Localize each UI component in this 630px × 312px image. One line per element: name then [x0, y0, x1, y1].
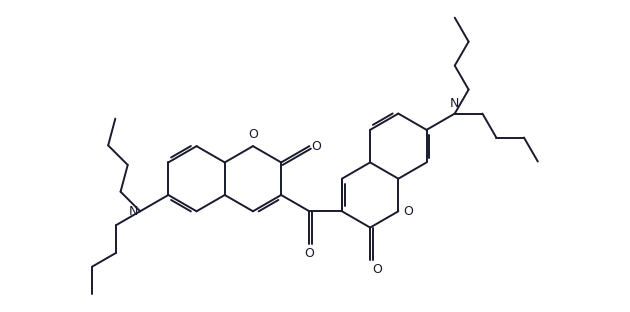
- Text: O: O: [372, 263, 382, 276]
- Text: O: O: [304, 247, 314, 260]
- Text: O: O: [311, 140, 321, 153]
- Text: N: N: [450, 97, 459, 110]
- Text: O: O: [248, 128, 258, 141]
- Text: N: N: [129, 205, 139, 218]
- Text: O: O: [403, 205, 413, 218]
